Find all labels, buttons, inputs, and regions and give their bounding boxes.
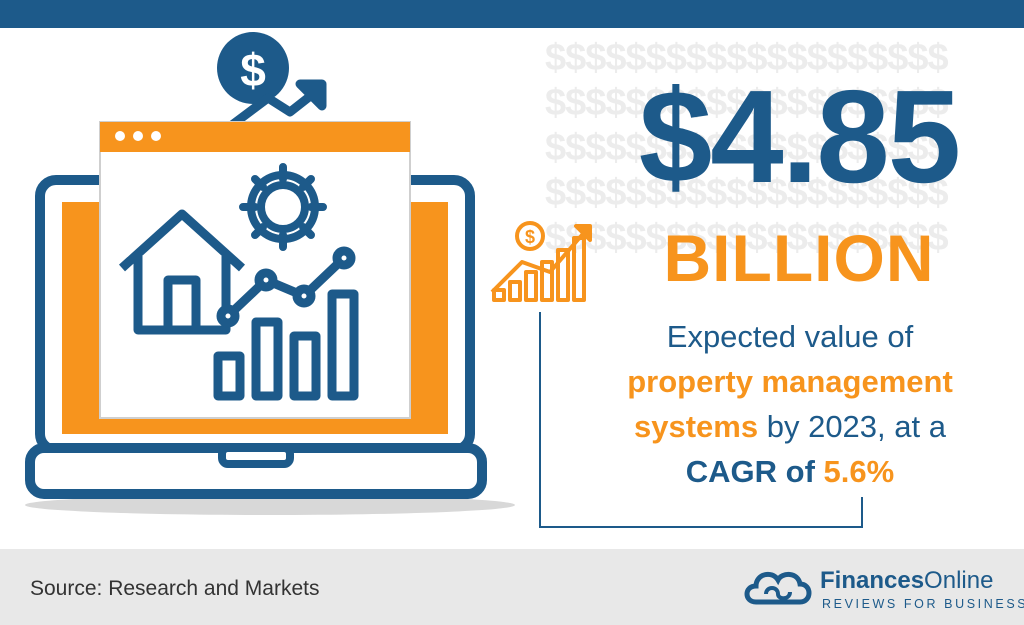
dollar-sign-pattern: $$$$$$$$$$$$$$$$$$$$ $$$$$$$$$$$$$$$$$$$… — [545, 37, 949, 259]
svg-text:$: $ — [525, 227, 535, 247]
dollar-coin-icon: $ — [217, 32, 289, 104]
cloud-logo-icon — [744, 571, 812, 605]
connector-bracket — [539, 312, 863, 528]
bar-chart-icon — [213, 246, 359, 401]
house-icon — [118, 209, 246, 335]
description-line3: by 2023, at a — [758, 409, 946, 444]
browser-window-icon — [99, 121, 411, 419]
logo-name[interactable]: FinancesOnline — [820, 567, 993, 595]
source-text: Source: Research and Markets — [30, 577, 320, 600]
trend-arrow-icon — [223, 79, 327, 133]
cagr-value: 5.6% — [823, 454, 895, 489]
headline-amount: $4.85 — [638, 63, 961, 210]
logo-name-bold: Finances — [820, 567, 925, 594]
top-banner-bar — [0, 0, 1024, 28]
footer-bar — [0, 549, 1024, 625]
svg-text:$: $ — [240, 44, 266, 96]
description-highlight: property management — [627, 364, 953, 399]
gear-icon — [239, 163, 327, 251]
description-highlight2: systems — [634, 409, 759, 444]
laptop-shadow — [25, 495, 515, 515]
logo-tagline: REVIEWS FOR BUSINESS — [822, 597, 1024, 611]
cagr-label: CAGR of — [685, 454, 824, 489]
headline-unit: BILLION — [663, 221, 935, 295]
growth-chart-icon: $ — [490, 221, 592, 302]
logo-name-light: Online — [924, 567, 994, 594]
description-text: Expected value of property management sy… — [590, 314, 990, 494]
description-line1: Expected value of — [666, 319, 914, 354]
